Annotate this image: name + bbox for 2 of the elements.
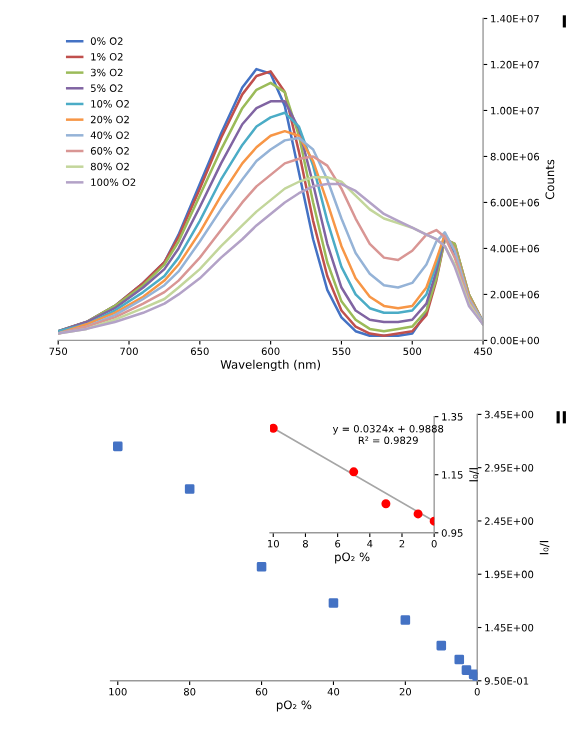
text: I [562,15,566,28]
text: II [556,411,566,424]
